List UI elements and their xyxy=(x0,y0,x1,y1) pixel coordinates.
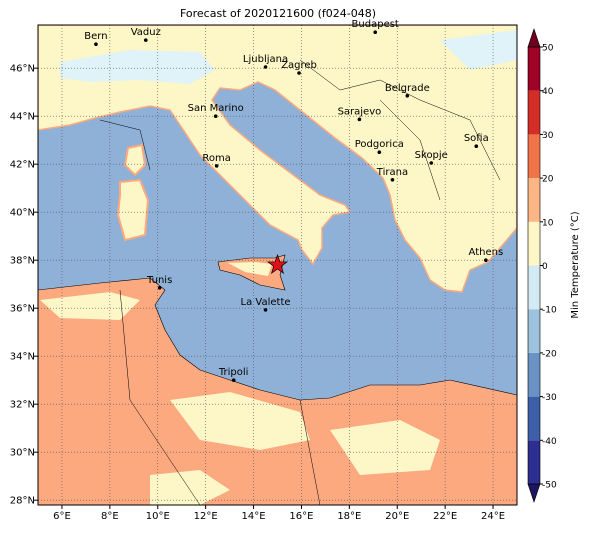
y-tick-label: 46°N xyxy=(10,64,35,75)
city-dot xyxy=(297,71,301,75)
colorbar-tick-label: -40 xyxy=(542,437,557,447)
city-label: Roma xyxy=(202,153,231,164)
grid xyxy=(38,25,517,505)
location-star xyxy=(266,253,289,274)
x-tick-label: 10°E xyxy=(146,511,170,522)
city-dot xyxy=(429,161,434,165)
y-tick-label: 40°N xyxy=(10,208,35,219)
colorbar-tick-label: 40 xyxy=(542,87,554,97)
city-label: Tripoli xyxy=(218,367,249,378)
city-dot xyxy=(373,30,378,34)
city-label: Skopje xyxy=(415,150,448,161)
colorbar-segment xyxy=(528,440,540,484)
colorbar-tick-label: 20 xyxy=(542,175,554,185)
city-label: Vaduz xyxy=(131,27,161,38)
colorbar-tick-label: -20 xyxy=(542,349,557,359)
city-dot xyxy=(263,65,268,69)
city-dot xyxy=(377,150,382,154)
city-dot xyxy=(390,178,395,182)
y-tick-label: 30°N xyxy=(10,448,35,459)
x-tick-label: 24°E xyxy=(481,511,505,522)
city-label: Podgorica xyxy=(355,139,404,150)
colorbar-tick-label: -10 xyxy=(542,306,557,316)
colorbar-segment xyxy=(528,178,540,222)
y-tick-label: 32°N xyxy=(10,400,35,411)
colorbar-segment xyxy=(528,309,540,353)
colorbar-tick-label: 10 xyxy=(542,218,554,228)
city-dot xyxy=(231,378,236,383)
city-label: La Valette xyxy=(241,297,291,308)
colorbar-tick-label: 30 xyxy=(542,131,554,141)
city-dot xyxy=(474,144,479,148)
city-dot xyxy=(357,117,362,122)
x-tick-label: 20°E xyxy=(385,511,409,522)
city-label: Sarajevo xyxy=(338,106,382,117)
colorbar-label: Min Temperature (°C) xyxy=(570,211,581,318)
city-dot xyxy=(405,94,410,98)
city-label: San Marino xyxy=(188,103,244,114)
x-tick-label: 18°E xyxy=(337,511,361,522)
city-dot xyxy=(157,286,162,290)
city-label: Budapest xyxy=(352,19,399,30)
x-tick-label: 22°E xyxy=(433,511,457,522)
x-tick-label: 16°E xyxy=(289,511,313,522)
city-label: Belgrade xyxy=(385,83,430,94)
y-tick-label: 44°N xyxy=(10,112,35,123)
colorbar-segment xyxy=(528,134,540,179)
city-dot xyxy=(484,258,488,263)
colorbar-tick-label: 50 xyxy=(542,44,554,54)
y-tick-label: 38°N xyxy=(10,256,35,267)
city-label: Tirana xyxy=(376,167,408,178)
colorbar-segment xyxy=(528,265,540,310)
city-label: Athens xyxy=(469,247,504,258)
colorbar-segment xyxy=(528,396,540,441)
city-dot xyxy=(263,308,268,312)
map-frame xyxy=(37,24,518,506)
city-dot xyxy=(143,38,148,42)
colorbar-tick-label: -30 xyxy=(542,393,557,403)
x-tick-label: 12°E xyxy=(194,511,218,522)
y-tick-label: 36°N xyxy=(10,304,35,315)
colorbar-segment xyxy=(528,47,540,91)
y-tick-label: 42°N xyxy=(10,160,35,171)
colorbar-extend-over xyxy=(527,28,541,48)
x-tick-label: 14°E xyxy=(242,511,266,522)
colorbar-extend-under xyxy=(527,483,541,503)
x-tick-label: 6°E xyxy=(53,511,71,522)
city-dot xyxy=(214,164,219,168)
y-tick-label: 28°N xyxy=(10,496,35,507)
city-label: Bern xyxy=(84,31,107,42)
colorbar-segment xyxy=(528,90,540,135)
colorbar-tick-label: 0 xyxy=(542,262,548,272)
x-tick-label: 8°E xyxy=(101,511,119,522)
city-label: Zagreb xyxy=(281,60,317,71)
colorbar-segment xyxy=(528,221,540,266)
colorbar-segment xyxy=(528,352,540,397)
city-label: Ljubljana xyxy=(243,54,288,65)
y-tick-label: 34°N xyxy=(10,352,35,363)
city-label: Sofia xyxy=(464,133,489,144)
colorbar-tick-label: -50 xyxy=(542,481,557,491)
city-dot xyxy=(94,42,98,46)
title: Forecast of 2020121600 (f024-048) xyxy=(180,7,376,20)
city-dot xyxy=(213,114,218,118)
city-label: Tunis xyxy=(146,275,172,286)
